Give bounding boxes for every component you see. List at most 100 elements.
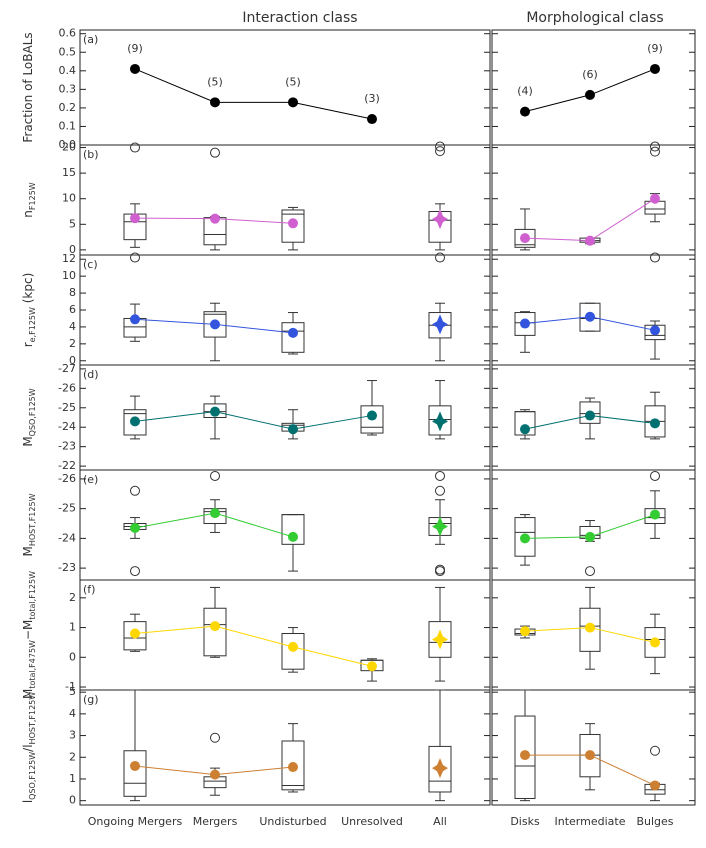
box: [203, 403, 227, 418]
y-axis-label-text: M: [21, 436, 35, 446]
mean-point: [650, 325, 660, 336]
y-tick-label: -24: [58, 420, 76, 433]
data-point: [210, 97, 220, 108]
y-axis-label-subscript: QSO,F125W: [28, 752, 37, 800]
y-tick-label: 6: [69, 303, 76, 316]
mean-point: [585, 311, 595, 322]
y-tick-label: 0.4: [59, 64, 77, 77]
mean-line: [134, 625, 373, 667]
panel-label: (a): [83, 33, 98, 46]
outlier: [130, 566, 140, 577]
y-tick-label: 3: [69, 729, 76, 742]
mean-point: [210, 769, 220, 780]
mean-point: [288, 218, 298, 229]
y-axis-label-subscript: e,F125W: [28, 307, 37, 342]
mean-point: [130, 314, 140, 325]
y-tick-label: 12: [62, 252, 76, 265]
count-label: (3): [364, 92, 380, 105]
y-tick-label: 1: [69, 772, 76, 785]
outlier: [210, 147, 220, 158]
box: [644, 508, 666, 525]
column-title: Interaction class: [242, 10, 357, 26]
y-axis-label-subscript: HOST,F125W: [28, 493, 37, 546]
panel-frame: [79, 689, 491, 806]
mean-point: [210, 508, 220, 519]
mean-point: [520, 750, 530, 761]
outlier: [585, 566, 595, 577]
mean-line: [134, 411, 373, 430]
mean-star: [432, 758, 448, 779]
box: [428, 621, 452, 658]
y-tick-label: 8: [69, 286, 76, 299]
outlier: [435, 470, 445, 481]
panel-label: (f): [83, 583, 95, 596]
y-axis-label-text: r: [21, 342, 35, 347]
y-tick-label: 4: [69, 707, 76, 720]
y-tick-label: -25: [58, 502, 76, 515]
y-tick-label: 0: [69, 794, 76, 807]
y-axis-label: Mtotal,F475W​−Mtotal,F125W​: [21, 571, 37, 699]
x-tick-label: Unresolved: [341, 815, 403, 828]
y-tick-label: 5: [69, 685, 76, 698]
mean-point: [288, 531, 298, 542]
mean-line: [524, 198, 656, 242]
mean-point: [130, 522, 140, 533]
y-axis-label-text: l: [21, 800, 35, 803]
panel-label: (b): [83, 148, 99, 161]
y-tick-label: -26: [58, 472, 76, 485]
y-axis-label: MHOST,F125W​: [21, 493, 37, 556]
data-point: [130, 63, 140, 74]
y-axis-label: lQSO,F125W​/lHOST,F125W​: [21, 692, 37, 803]
mean-star: [432, 516, 448, 537]
outlier: [435, 252, 445, 263]
y-tick-label: -1: [65, 680, 76, 693]
y-tick-label: 10: [62, 192, 76, 205]
mean-point: [650, 509, 660, 520]
y-axis-label-subscript: QSO,F125W: [28, 388, 37, 436]
y-tick-label: -24: [58, 531, 76, 544]
mean-point: [650, 637, 660, 648]
mean-point: [585, 531, 595, 542]
data-line: [134, 68, 373, 120]
y-tick-label: 0: [69, 650, 76, 663]
y-tick-label: -25: [58, 401, 76, 414]
y-tick-label: 15: [62, 166, 76, 179]
x-tick-label: Ongoing Mergers: [88, 815, 183, 828]
y-axis-label: nF125W​: [21, 182, 37, 217]
mean-point: [130, 628, 140, 639]
y-tick-label: 0.6: [59, 27, 77, 40]
outlier: [210, 470, 220, 481]
mean-point: [130, 760, 140, 771]
y-axis-label-subscript: HOST,F125W: [28, 692, 37, 745]
outlier: [650, 146, 660, 157]
y-axis-label-text: /l: [21, 744, 35, 751]
mean-point: [585, 622, 595, 633]
panel-frame: [491, 254, 696, 366]
count-label: (4): [517, 85, 533, 98]
panel-label: (e): [83, 473, 98, 486]
data-point: [288, 97, 298, 108]
outlier: [130, 252, 140, 263]
outlier: [130, 485, 140, 496]
panel-frame: [491, 689, 696, 806]
y-tick-label: 0: [69, 243, 76, 256]
y-tick-label: 2: [69, 750, 76, 763]
outlier: [435, 141, 445, 152]
mean-point: [210, 406, 220, 417]
box: [281, 209, 305, 243]
x-tick-label: Mergers: [193, 815, 238, 828]
panel-frame: [79, 254, 491, 366]
column-title: Morphological class: [526, 10, 663, 26]
mean-point: [288, 327, 298, 338]
box: [428, 745, 452, 793]
y-tick-label: 0: [69, 354, 76, 367]
mean-point: [520, 318, 530, 329]
count-label: (6): [582, 68, 598, 81]
y-tick-label: 2: [69, 337, 76, 350]
count-label: (5): [285, 75, 301, 88]
mean-point: [210, 319, 220, 330]
mean-point: [288, 641, 298, 652]
y-axis-label-subscript: total,F125W: [28, 571, 37, 620]
mean-point: [650, 193, 660, 204]
